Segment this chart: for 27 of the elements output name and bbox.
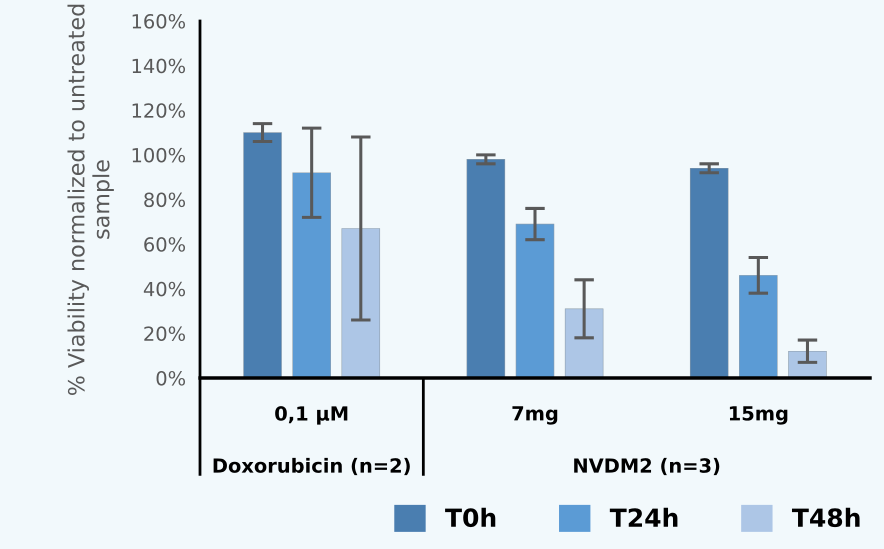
y-tick-label: 60% — [144, 237, 186, 252]
bar — [788, 350, 827, 378]
bar — [564, 308, 604, 378]
y-axis-title: % Viability normalized to untreated sample — [67, 4, 114, 395]
x-tick-label: 7mg — [512, 406, 558, 425]
bar — [292, 172, 331, 378]
x-tick-label: 0,1 µM — [275, 406, 348, 425]
bar — [739, 275, 778, 378]
legend-label: T0h — [445, 508, 496, 528]
y-tick-label: 0% — [156, 370, 186, 386]
y-tick-label: 80% — [144, 192, 186, 208]
y-tick-label: 160% — [132, 14, 186, 29]
y-tick-label: 20% — [144, 326, 186, 342]
y-tick-label: 40% — [144, 282, 186, 296]
bar — [342, 228, 380, 378]
bar — [243, 132, 282, 378]
legend-label: T24h — [610, 508, 678, 527]
text: NVDM2 (n=3) — [574, 458, 720, 476]
bar — [690, 168, 728, 378]
y-tick-label: 100% — [132, 148, 186, 163]
bar — [466, 159, 506, 378]
text: Doxorubicin (n=2) — [214, 458, 410, 476]
x-tick-label: 15mg — [730, 406, 788, 425]
bar — [516, 224, 554, 378]
legend-label: T48h — [792, 508, 860, 528]
y-tick-label: 120% — [132, 103, 186, 118]
y-tick-label: 140% — [132, 58, 186, 74]
